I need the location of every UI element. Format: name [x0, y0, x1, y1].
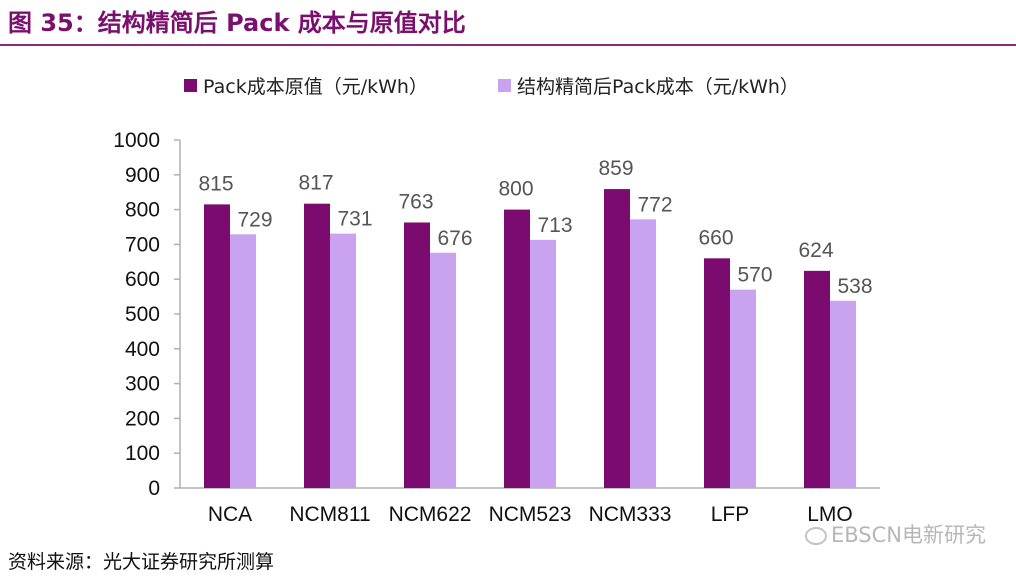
data-label: 624 [798, 239, 833, 262]
x-category-label: NCA [208, 503, 252, 526]
bar-simplified-cost [530, 239, 556, 488]
x-category-label: NCM622 [389, 503, 472, 526]
y-tick-label: 600 [125, 268, 160, 291]
data-label: 859 [598, 157, 633, 180]
x-category-label: LFP [711, 503, 750, 526]
bar-simplified-cost [430, 252, 456, 488]
data-label: 570 [737, 264, 772, 287]
x-category-label: NCM333 [589, 503, 672, 526]
y-tick-label: 0 [148, 477, 160, 500]
data-label: 815 [198, 172, 233, 195]
y-tick-label: 500 [125, 303, 160, 326]
bar-chart: Pack成本原值（元/kWh） 结构精简后Pack成本（元/kWh） 0 100 20… [113, 76, 880, 526]
legend-label-simplified-cost: 结构精简后Pack成本（元/kWh） [517, 76, 799, 98]
figure-title: 图 35：结构精简后 Pack 成本与原值对比 [8, 9, 466, 37]
title-divider [0, 44, 1016, 46]
y-tick-label: 1000 [113, 129, 160, 152]
x-category-label: NCM523 [489, 503, 572, 526]
y-tick-label: 700 [125, 233, 160, 256]
watermark: EBSCN电新研究 [804, 522, 986, 548]
data-label: 713 [537, 214, 572, 237]
bar-simplified-cost [830, 300, 856, 488]
bar-original-cost [704, 258, 730, 488]
legend-swatch-simplified-cost [498, 79, 511, 92]
legend-swatch-original-cost [184, 79, 197, 92]
data-label: 729 [237, 208, 272, 231]
y-tick-label: 900 [125, 164, 160, 187]
bar-original-cost [404, 222, 430, 488]
y-axis: 0 100 200 300 400 500 600 700 800 900 1000 [113, 129, 181, 500]
legend-label-original-cost: Pack成本原值（元/kWh） [203, 76, 428, 98]
wechat-icon [804, 527, 827, 545]
bar-simplified-cost [230, 234, 256, 488]
y-tick-label: 300 [125, 373, 160, 396]
data-label: 538 [837, 275, 872, 298]
bar-original-cost [504, 209, 530, 488]
bar-original-cost [604, 189, 630, 488]
data-label: 772 [637, 193, 672, 216]
source-note: 资料来源：光大证券研究所测算 [8, 551, 275, 573]
bar-simplified-cost [330, 233, 356, 488]
bar-original-cost [304, 203, 330, 488]
bar-original-cost [804, 270, 830, 488]
watermark-text: EBSCN电新研究 [830, 523, 986, 547]
y-tick-label: 400 [125, 338, 160, 361]
data-label: 660 [698, 226, 733, 249]
data-label: 676 [437, 227, 472, 250]
data-label: 800 [498, 178, 533, 201]
chart-legend: Pack成本原值（元/kWh） 结构精简后Pack成本（元/kWh） [184, 76, 799, 98]
y-tick-label: 200 [125, 407, 160, 430]
x-category-label: NCM811 [289, 503, 370, 526]
y-tick-label: 100 [125, 442, 160, 465]
data-label: 763 [398, 190, 433, 213]
bar-original-cost [204, 204, 230, 488]
data-label: 817 [298, 172, 333, 195]
x-axis: NCA NCM811 NCM622 NCM523 NCM333 LFP LMO [180, 487, 880, 526]
bar-simplified-cost [730, 289, 756, 488]
y-tick-label: 800 [125, 199, 160, 222]
bars [204, 189, 856, 488]
data-label: 731 [337, 208, 372, 231]
bar-simplified-cost [630, 219, 656, 488]
x-category-label: LMO [807, 503, 853, 526]
